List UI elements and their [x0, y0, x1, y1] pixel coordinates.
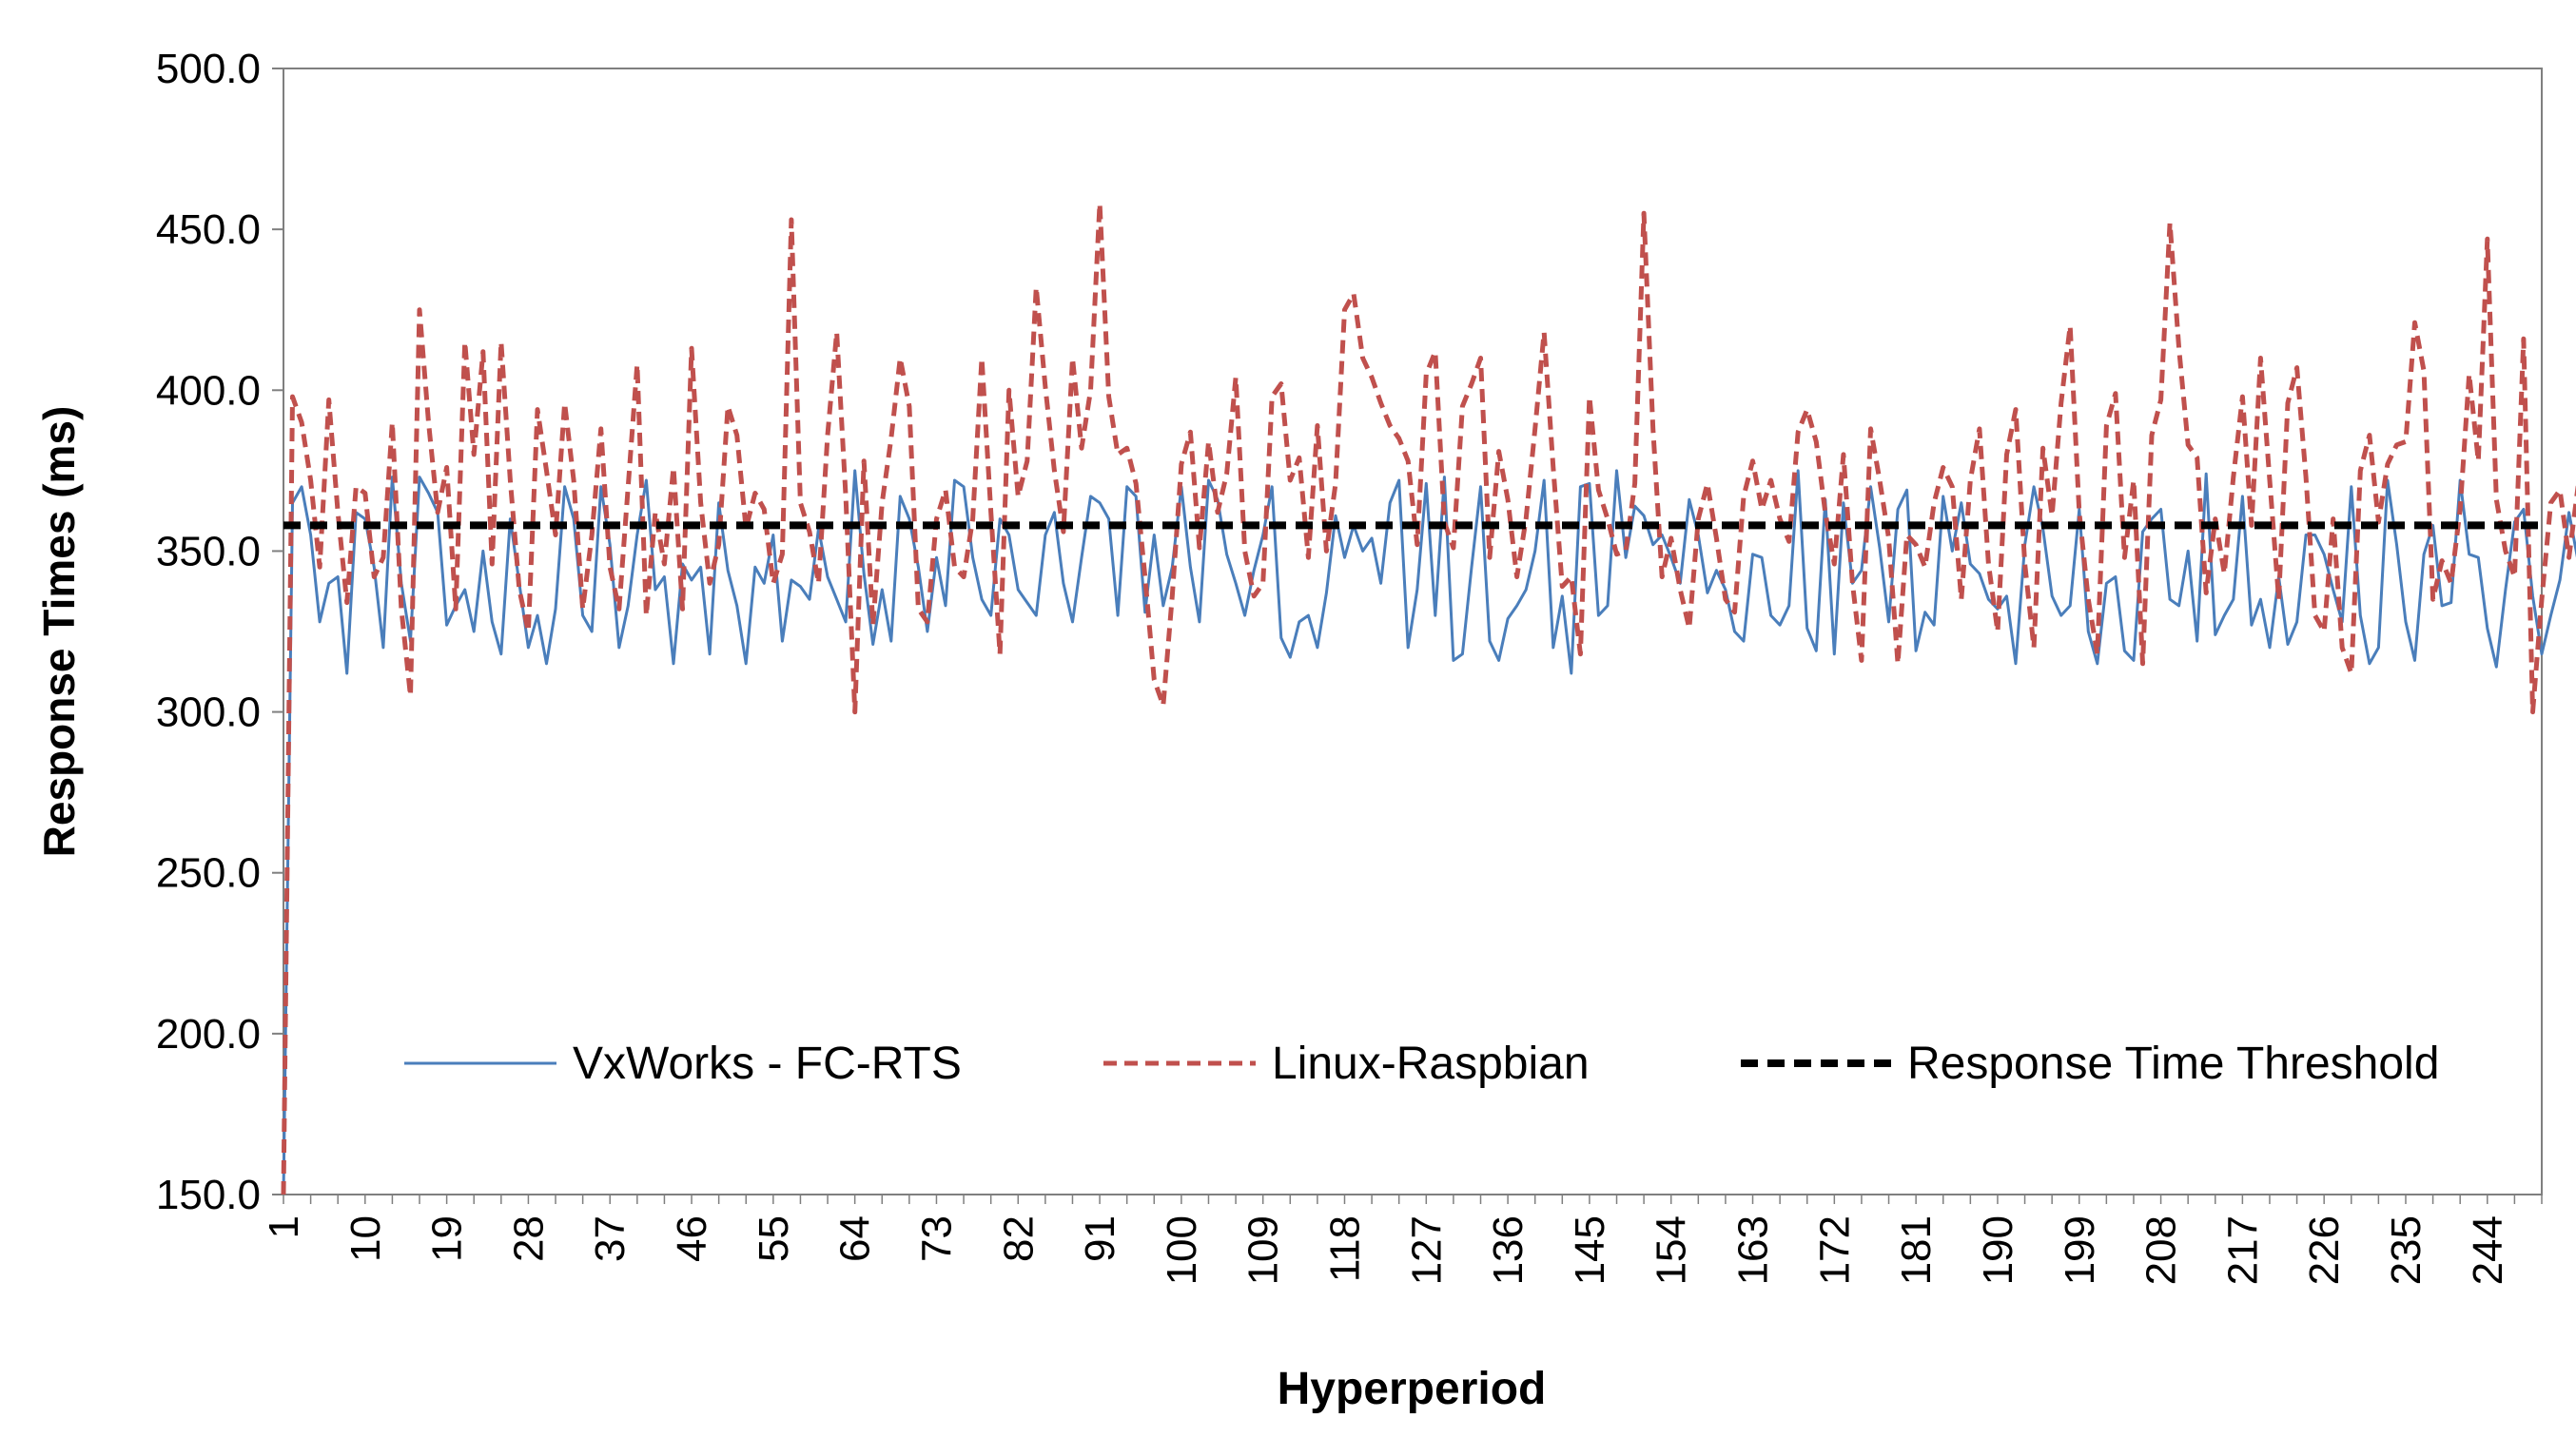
- y-tick-label: 450.0: [156, 206, 261, 253]
- y-tick-label: 250.0: [156, 850, 261, 897]
- x-tick-label: 1: [261, 1215, 307, 1238]
- x-tick-label: 244: [2465, 1215, 2511, 1285]
- x-tick-label: 73: [913, 1215, 960, 1262]
- y-tick-label: 200.0: [156, 1011, 261, 1058]
- y-tick-label: 500.0: [156, 46, 261, 92]
- y-axis-title: Response Times (ms): [34, 406, 84, 858]
- x-axis-title: Hyperperiod: [1278, 1364, 1547, 1414]
- x-tick-label: 64: [832, 1215, 879, 1262]
- x-tick-label: 181: [1893, 1215, 1940, 1285]
- series-line-linux-raspbian: [281, 201, 2576, 1195]
- x-tick-label: 91: [1077, 1215, 1123, 1262]
- y-tick-label: 150.0: [156, 1172, 261, 1218]
- x-tick-label: 37: [587, 1215, 634, 1262]
- x-tick-label: 109: [1240, 1215, 1287, 1285]
- x-tick-label: 163: [1730, 1215, 1777, 1285]
- x-tick-label: 46: [669, 1215, 715, 1262]
- y-tick-label: 400.0: [156, 367, 261, 414]
- x-tick-label: 226: [2301, 1215, 2348, 1285]
- x-tick-label: 10: [342, 1215, 389, 1262]
- legend-label-linux-raspbian: Linux-Raspbian: [1272, 1039, 1590, 1089]
- legend-label-vxworks: VxWorks - FC-RTS: [573, 1039, 962, 1089]
- x-tick-label: 82: [995, 1215, 1042, 1262]
- axes-group: 150.0 200.0 250.0 300.0 350.0 400.0 450.0 500.0…: [156, 46, 2543, 1285]
- legend-label-threshold: Response Time Threshold: [1907, 1039, 2439, 1089]
- legend: VxWorks - FC-RTS Linux-Raspbian Response…: [404, 1039, 2439, 1089]
- x-tick-label: 235: [2383, 1215, 2430, 1285]
- x-tick-label: 19: [424, 1215, 471, 1262]
- series-group: [281, 201, 2576, 1195]
- x-tick-label: 55: [751, 1215, 797, 1262]
- x-tick-label: 154: [1649, 1215, 1695, 1285]
- x-tick-label: 127: [1403, 1215, 1450, 1285]
- x-tick-label: 100: [1159, 1215, 1205, 1285]
- x-tick-label: 217: [2219, 1215, 2266, 1285]
- x-tick-label: 136: [1485, 1215, 1532, 1285]
- x-tick-label: 172: [1811, 1215, 1858, 1285]
- x-tick-label: 145: [1567, 1215, 1613, 1285]
- x-tick-label: 118: [1321, 1215, 1368, 1282]
- y-tick-label: 300.0: [156, 690, 261, 736]
- x-tick-label: 190: [1975, 1215, 2021, 1285]
- plot-area-border: [283, 68, 2543, 1195]
- x-tick-label: 208: [2138, 1215, 2185, 1285]
- x-tick-label: 28: [505, 1215, 552, 1262]
- x-tick-label: 199: [2057, 1215, 2103, 1285]
- y-tick-label: 350.0: [156, 528, 261, 574]
